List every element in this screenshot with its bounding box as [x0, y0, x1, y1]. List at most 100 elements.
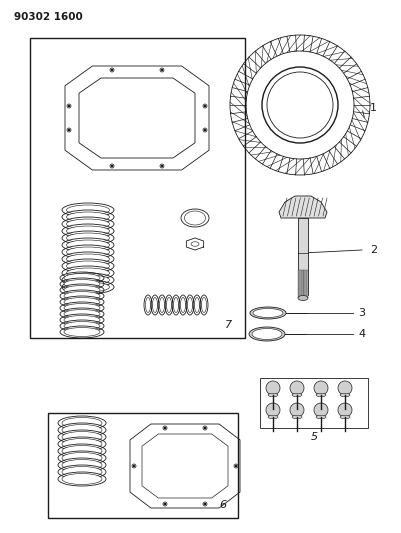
Ellipse shape [64, 297, 100, 306]
Bar [298, 270, 300, 298]
Ellipse shape [173, 297, 178, 312]
Ellipse shape [252, 309, 282, 318]
Text: 5: 5 [310, 432, 317, 442]
Text: 1: 1 [369, 103, 376, 113]
Circle shape [162, 502, 166, 506]
Ellipse shape [315, 415, 325, 419]
Bar [305, 270, 306, 298]
Ellipse shape [152, 297, 157, 312]
Ellipse shape [66, 254, 109, 264]
Circle shape [160, 164, 164, 168]
Ellipse shape [66, 275, 109, 285]
Ellipse shape [180, 297, 185, 312]
Bar [302, 270, 304, 298]
Ellipse shape [292, 415, 301, 419]
Circle shape [110, 68, 114, 72]
Circle shape [235, 465, 236, 466]
Circle shape [203, 128, 207, 132]
Text: 90302 1600: 90302 1600 [14, 12, 83, 22]
Ellipse shape [64, 321, 100, 330]
Ellipse shape [66, 205, 109, 215]
Circle shape [68, 106, 69, 107]
Circle shape [204, 106, 205, 107]
Ellipse shape [64, 292, 100, 301]
Circle shape [133, 465, 134, 466]
Circle shape [289, 403, 303, 417]
Ellipse shape [64, 286, 100, 295]
Circle shape [110, 164, 114, 168]
Bar [297, 270, 298, 298]
Bar [30, 38, 244, 338]
Circle shape [161, 165, 162, 167]
Ellipse shape [66, 226, 109, 236]
Circle shape [111, 165, 112, 167]
Ellipse shape [62, 473, 102, 484]
Bar [300, 270, 301, 298]
Bar [306, 270, 307, 298]
Circle shape [289, 381, 303, 395]
Ellipse shape [62, 466, 102, 478]
Ellipse shape [64, 303, 100, 312]
Ellipse shape [62, 417, 102, 429]
Bar [304, 270, 305, 298]
Circle shape [68, 130, 69, 131]
Ellipse shape [187, 297, 192, 312]
Ellipse shape [62, 459, 102, 471]
Ellipse shape [64, 327, 100, 336]
Ellipse shape [159, 297, 164, 312]
Ellipse shape [66, 219, 109, 229]
Circle shape [203, 502, 207, 506]
Ellipse shape [64, 273, 100, 282]
Circle shape [266, 72, 332, 138]
Ellipse shape [62, 439, 102, 449]
Circle shape [265, 381, 279, 395]
Ellipse shape [66, 282, 109, 292]
Ellipse shape [267, 415, 277, 419]
Ellipse shape [166, 297, 171, 312]
Circle shape [67, 104, 71, 108]
Ellipse shape [66, 233, 109, 243]
Circle shape [337, 381, 351, 395]
Bar [48, 413, 237, 518]
Circle shape [204, 130, 205, 131]
Circle shape [161, 69, 162, 70]
Text: 3: 3 [357, 308, 364, 318]
Ellipse shape [145, 297, 150, 312]
Circle shape [203, 104, 207, 108]
Circle shape [160, 68, 164, 72]
Text: 7: 7 [224, 320, 231, 330]
Text: 4: 4 [357, 329, 364, 339]
Ellipse shape [66, 268, 109, 278]
Circle shape [265, 403, 279, 417]
Circle shape [111, 69, 112, 70]
Circle shape [313, 381, 327, 395]
Ellipse shape [66, 240, 109, 250]
Ellipse shape [184, 211, 205, 225]
Ellipse shape [62, 432, 102, 442]
Ellipse shape [62, 446, 102, 456]
Ellipse shape [248, 327, 284, 341]
Circle shape [204, 427, 205, 429]
Circle shape [313, 403, 327, 417]
Circle shape [162, 426, 166, 430]
Circle shape [233, 464, 237, 468]
Ellipse shape [190, 242, 198, 246]
Ellipse shape [339, 393, 349, 397]
Bar [297, 218, 307, 295]
Text: 2: 2 [369, 245, 376, 255]
Circle shape [164, 503, 165, 505]
Ellipse shape [315, 393, 325, 397]
Bar [259, 378, 367, 428]
Ellipse shape [66, 247, 109, 257]
Circle shape [204, 503, 205, 505]
Ellipse shape [64, 310, 100, 319]
Circle shape [132, 464, 136, 468]
Ellipse shape [64, 316, 100, 325]
Circle shape [337, 403, 351, 417]
Ellipse shape [194, 297, 199, 312]
Ellipse shape [66, 212, 109, 222]
Ellipse shape [62, 424, 102, 435]
Bar [301, 270, 302, 298]
Circle shape [164, 427, 165, 429]
Text: 6: 6 [218, 500, 225, 510]
